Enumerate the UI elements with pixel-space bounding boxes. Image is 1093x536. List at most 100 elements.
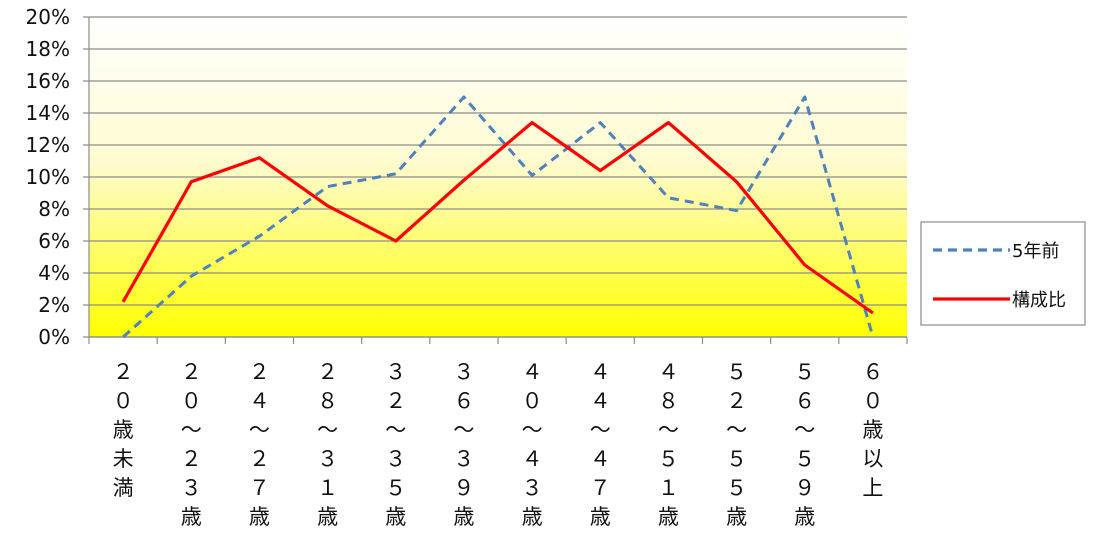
legend-box (920, 221, 1086, 326)
x-tick-label-char: ～ (385, 418, 406, 442)
x-tick-label-char: ３ (453, 447, 474, 471)
x-tick-label-char: ５ (726, 447, 747, 471)
series-line-previous (122, 95, 875, 339)
x-tick-label-char: ４ (522, 447, 543, 471)
x-axis: ２０歳未満２０～２３歳２４～２７歳２８～３１歳３２～３５歳３６～３９歳４０～４３… (88, 336, 908, 529)
x-tick-label-char: ～ (453, 418, 474, 442)
y-tick-label: 4% (38, 261, 70, 285)
x-tick-label-char: ６ (794, 389, 815, 413)
x-tick-label-char: ９ (453, 476, 474, 500)
x-tick-label-char: ０ (522, 389, 543, 413)
x-tick-label-char: １ (317, 476, 338, 500)
x-tick-label-char: ３ (385, 447, 406, 471)
x-tick-label-char: ８ (317, 389, 338, 413)
x-tick-label-char: 歳 (658, 505, 679, 529)
x-tick-label-char: ５ (794, 360, 815, 384)
x-tick-label-char: ７ (590, 476, 611, 500)
x-tick-label-char: ５ (658, 447, 679, 471)
x-tick-label-char: ３ (317, 447, 338, 471)
x-category-label: ２ ４ ～ ２ ７ 歳 (249, 360, 270, 529)
y-tick-label: 16% (26, 69, 70, 93)
x-tick-label-char: ２ (181, 447, 202, 471)
x-tick-label-char: ～ (317, 418, 338, 442)
x-tick-label-char: 歳 (317, 505, 338, 529)
x-tick-label-char: ４ (590, 389, 611, 413)
x-tick-label-char: 歳 (590, 505, 611, 529)
y-tick-label: 6% (38, 229, 70, 253)
x-tick-label-char: ２ (385, 389, 406, 413)
x-tick-label-char: 歳 (862, 418, 883, 442)
y-tick-label: 0% (38, 325, 70, 349)
y-tick-label: 12% (26, 133, 70, 157)
x-tick-label-char: ５ (726, 360, 747, 384)
x-category-label: ５ ２ ～ ５ ５ 歳 (726, 360, 747, 529)
x-tick-label-char: ３ (453, 360, 474, 384)
x-tick-label-char: ５ (385, 476, 406, 500)
x-tick-label-char: 歳 (522, 505, 543, 529)
y-axis: 0% 2% 4% 6% 8% 10% 12% 14% 16% 18% 20% (26, 5, 90, 349)
x-tick-label-char: 以 (862, 447, 883, 471)
x-tick-label-char: 歳 (385, 505, 406, 529)
x-tick-label-char: 未 (113, 447, 134, 471)
y-tick-label: 14% (26, 101, 70, 125)
x-tick-label-char: 歳 (113, 418, 134, 442)
y-tick-label: 18% (26, 37, 70, 61)
x-tick-label-char: ２ (181, 360, 202, 384)
x-tick-label-char: ～ (522, 418, 543, 442)
x-category-label: ３ ２ ～ ３ ５ 歳 (385, 360, 406, 529)
x-category-label: ２ ０ 歳未満 (113, 360, 134, 500)
x-tick-label-char: ４ (590, 360, 611, 384)
x-category-label: ４ ４ ～ ４ ７ 歳 (590, 360, 611, 529)
x-tick-label-char: ～ (658, 418, 679, 442)
x-tick-label-char: ２ (726, 389, 747, 413)
x-tick-label-char: 歳 (249, 505, 270, 529)
x-category-label: ２ ８ ～ ３ １ 歳 (317, 360, 338, 529)
x-tick-label-char: ２ (317, 360, 338, 384)
x-tick-label-char: ５ (794, 447, 815, 471)
x-category-label: ５ ６ ～ ５ ９ 歳 (794, 360, 815, 529)
x-tick-label-char: ３ (181, 476, 202, 500)
gridlines (89, 16, 907, 338)
legend-label: 構成比 (1012, 290, 1066, 311)
x-tick-label-char: 歳 (453, 505, 474, 529)
legend-label: 5年前 (1012, 241, 1059, 262)
x-tick-label-char: ２ (113, 360, 134, 384)
x-tick-label-char: ～ (181, 418, 202, 442)
x-tick-label-char: ２ (249, 447, 270, 471)
y-tick-label: 20% (26, 5, 70, 29)
x-tick-label-char: 上 (862, 476, 883, 500)
x-tick-label-char: ４ (522, 360, 543, 384)
x-tick-label-char: ６ (453, 389, 474, 413)
x-tick-label-char: ８ (658, 389, 679, 413)
x-tick-label-char: ３ (385, 360, 406, 384)
x-tick-label-char: ６ (862, 360, 883, 384)
y-tick-label: 2% (38, 293, 70, 317)
x-tick-label-char: ４ (249, 389, 270, 413)
x-tick-label-char: 歳 (181, 505, 202, 529)
series-line-current (121, 120, 874, 315)
x-category-label: ２ ０ ～ ２ ３ 歳 (181, 360, 202, 529)
x-tick-label-char: ４ (590, 447, 611, 471)
x-tick-label-char: ～ (726, 418, 747, 442)
x-tick-label-char: 満 (113, 476, 134, 500)
y-tick-label: 10% (26, 165, 70, 189)
x-category-label: ６ ０ 歳以上 (862, 360, 883, 500)
x-category-label: ４ ８ ～ ５ １ 歳 (658, 360, 679, 529)
x-tick-label-char: ２ (249, 360, 270, 384)
x-tick-label-char: ～ (794, 418, 815, 442)
x-tick-label-char: ０ (181, 389, 202, 413)
y-tick-label: 8% (38, 197, 70, 221)
x-category-label: ３ ６ ～ ３ ９ 歳 (453, 360, 474, 529)
x-tick-label-char: ４ (658, 360, 679, 384)
x-tick-label-char: ７ (249, 476, 270, 500)
x-tick-label-char: 歳 (726, 505, 747, 529)
x-tick-label-char: １ (658, 476, 679, 500)
x-tick-label-char: ９ (794, 476, 815, 500)
x-tick-label-char: ～ (249, 418, 270, 442)
x-tick-label-char: ０ (113, 389, 134, 413)
x-tick-label-char: ０ (862, 389, 883, 413)
x-tick-label-char: ３ (522, 476, 543, 500)
x-tick-label-char: 歳 (794, 505, 815, 529)
